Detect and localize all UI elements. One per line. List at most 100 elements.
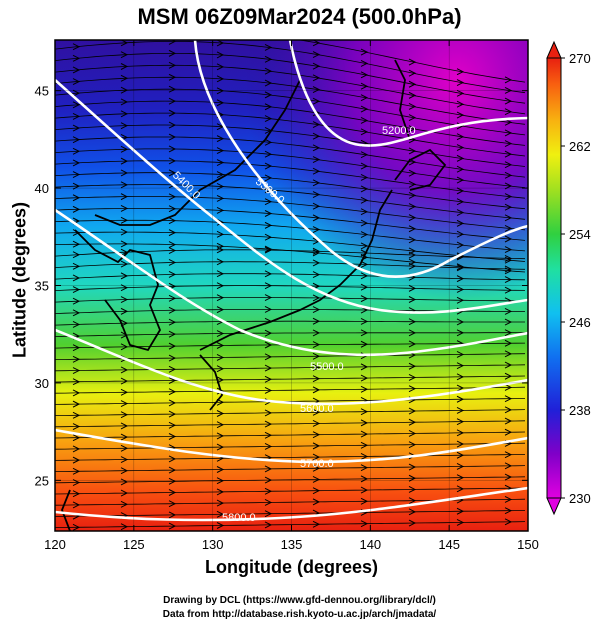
wind-arrowhead [456,165,465,173]
wind-arrowhead [360,453,369,460]
wind-arrowhead [120,157,129,165]
wind-arrowhead [264,375,273,383]
wind-arrowhead [360,242,369,250]
wind-arrowhead [504,318,513,326]
wind-arrowhead [408,296,417,303]
wind-arrowhead [312,259,321,267]
wind-arrowhead [120,216,129,224]
wind-arrowhead [216,194,225,202]
wind-arrowhead [408,236,417,244]
wind-arrowhead [120,51,129,59]
wind-arrowhead [72,456,81,464]
wind-arrowhead [408,418,417,426]
contour-label: 5500.0 [310,361,344,373]
wind-arrowhead [72,159,81,167]
wind-arrowhead [120,181,129,189]
wind-arrowhead [408,463,417,471]
contour-5400 [55,79,528,314]
wind-arrowhead [504,372,513,380]
wind-arrowhead [456,451,465,459]
coast-kyushu [199,354,223,411]
wind-arrowhead [312,487,321,495]
wind-arrowhead [456,198,465,206]
wind-arrowhead [264,353,273,361]
wind-arrowhead [72,355,81,363]
wind-arrowhead [408,262,417,270]
wind-arrowhead [312,214,321,222]
wind-arrowhead [168,247,177,254]
wind-arrowhead [168,388,177,396]
wind-arrowhead [72,194,81,202]
wind-arrowhead [504,97,513,105]
wind-arrowhead [504,161,513,169]
wind-arrowhead [168,169,177,177]
wind-arrowhead [504,203,513,211]
wind-arrowhead [72,171,81,178]
wind-arrowhead [360,48,369,56]
wind-arrowhead [408,329,417,337]
wind-arrowhead [168,377,177,384]
contour-label: 5600.0 [300,403,334,415]
wind-arrowhead [264,487,273,495]
wind-arrowhead [264,431,273,439]
wind-arrowhead [168,342,177,350]
x-tick-label: 125 [123,537,145,552]
wind-arrowhead [312,202,321,210]
wind-streamline [55,353,526,360]
wind-arrowhead [72,124,81,132]
wind-arrowhead [168,109,177,117]
wind-arrowhead [456,111,465,119]
wind-arrowhead [360,295,369,303]
wind-arrowhead [168,229,177,237]
wind-arrowhead [456,373,465,381]
wind-arrowhead [216,365,225,373]
wind-arrowhead [120,478,129,486]
wind-arrowhead [216,246,225,254]
wind-arrowhead [120,228,129,236]
wind-arrowhead [408,191,417,199]
wind-arrowhead [120,110,129,118]
wind-arrowhead [72,411,81,419]
wind-arrowhead [312,306,321,314]
wind-arrowhead [504,451,513,459]
wind-streamline [55,510,526,517]
wind-arrowhead [360,363,369,371]
wind-arrowhead [168,259,177,266]
wind-streamline [55,76,526,125]
wind-streamline [55,249,526,260]
wind-arrowhead [408,407,417,415]
wind-arrowhead [504,129,513,137]
wind-arrowhead [264,305,273,313]
wind-arrowhead [312,247,321,255]
wind-arrowhead [456,68,465,76]
wind-arrowhead [456,474,465,482]
wind-arrowhead [360,419,369,427]
wind-arrowhead [312,375,321,383]
wind-arrowhead [360,174,369,181]
wind-arrowhead [216,510,225,518]
wind-arrowhead [360,486,369,494]
wind-arrowhead [360,82,369,90]
wind-arrowhead [216,330,225,337]
wind-arrowhead [216,218,225,226]
wind-streamline [55,454,526,461]
wind-arrowhead [72,309,81,317]
wind-arrowhead [264,55,273,63]
wind-arrowhead [72,297,81,305]
wind-arrowhead [120,122,129,130]
wind-arrowhead [168,466,177,474]
x-tick-label: 150 [517,537,539,552]
wind-arrowhead [216,147,225,155]
wind-arrowhead [360,71,369,79]
wind-arrowhead [312,40,321,47]
wind-arrowhead [504,171,513,179]
wind-arrowhead [168,477,177,485]
wind-arrowhead [408,80,417,88]
contour-5300 [193,40,528,278]
x-tick-label: 130 [202,537,224,552]
wind-arrowhead [264,67,273,75]
wind-arrowhead [264,43,273,51]
wind-arrowhead [504,276,513,284]
wind-arrowhead [264,103,273,111]
coast-korea [74,229,162,352]
